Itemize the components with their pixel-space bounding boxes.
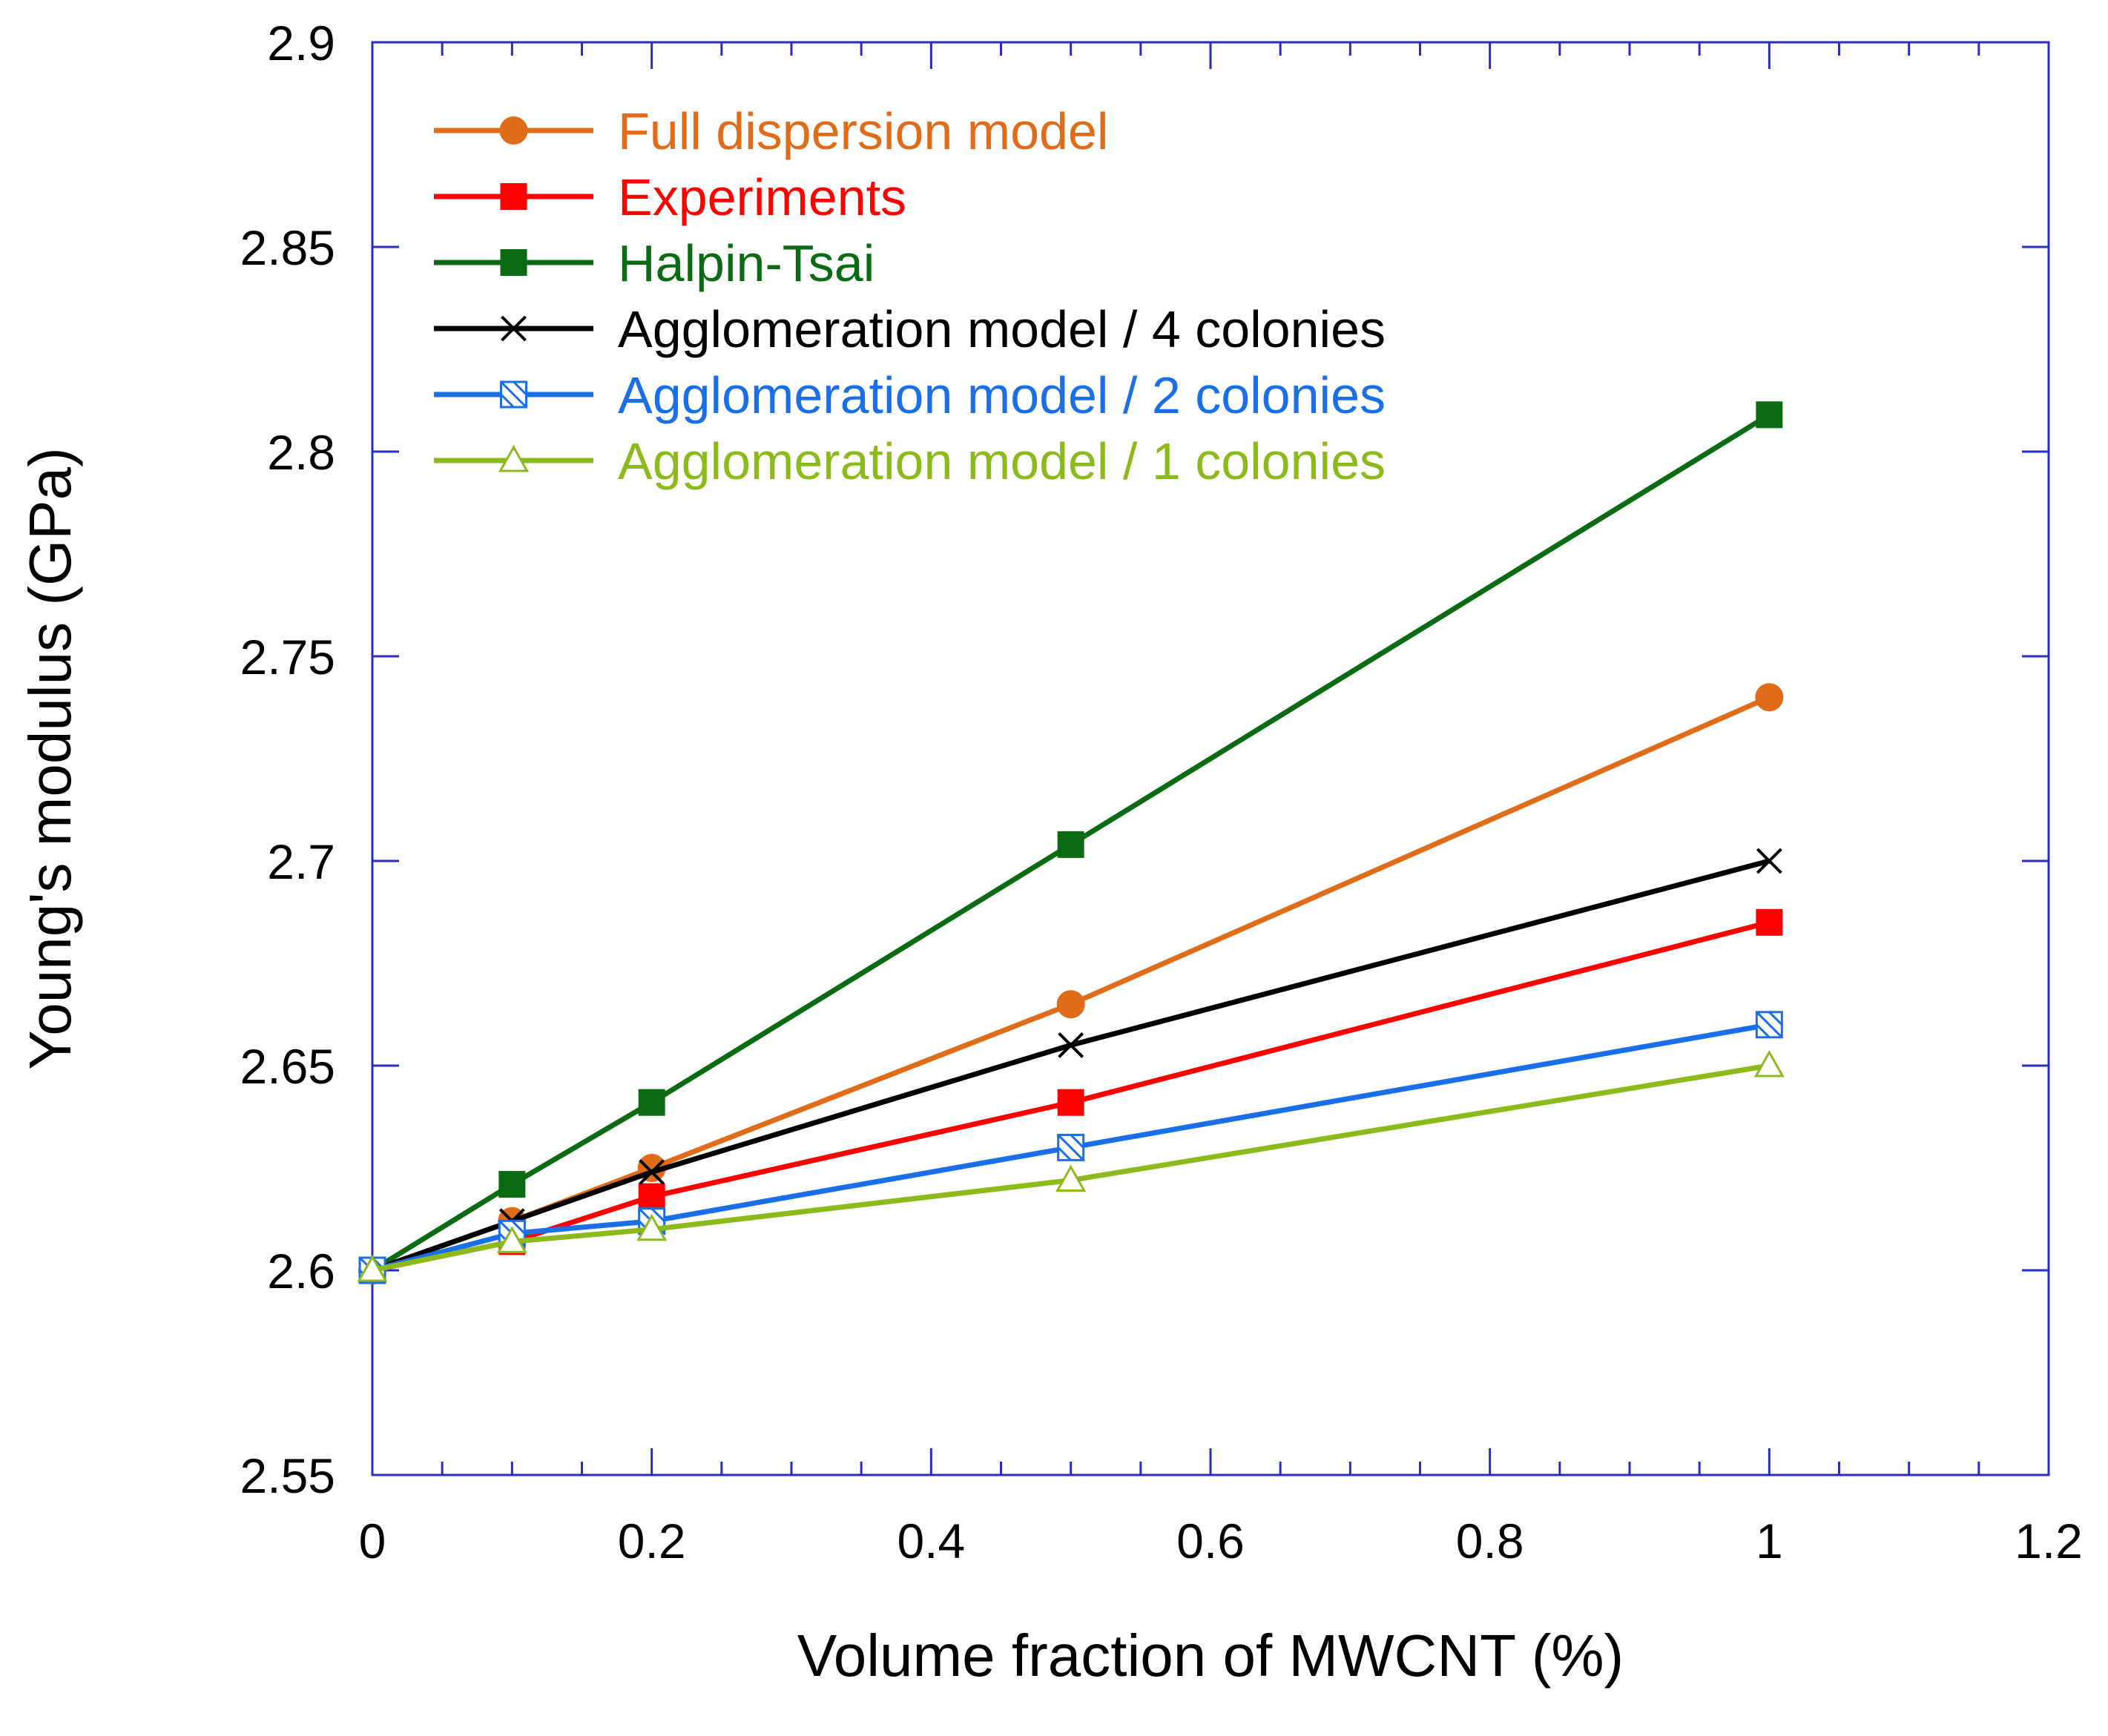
data-point: [1057, 1133, 1085, 1161]
data-point: [1756, 848, 1782, 874]
data-point: [636, 1213, 668, 1241]
x-tick-label: 0: [359, 1514, 386, 1568]
square-hatch: [1057, 1146, 1072, 1161]
y-tick-label: 2.75: [240, 630, 335, 684]
x-tick-label: 0.2: [618, 1514, 686, 1568]
data-point: [1756, 401, 1783, 429]
legend-marker: [500, 249, 527, 276]
data-point: [638, 1183, 665, 1210]
data-point: [1755, 1011, 1783, 1039]
x-tick-label: 0.8: [1456, 1514, 1524, 1568]
x-tick-label: 0.4: [897, 1514, 965, 1568]
data-point: [639, 1159, 665, 1185]
data-point: [1756, 908, 1783, 936]
legend-entry: Full dispersion model: [434, 102, 1108, 160]
square-hatch: [650, 1207, 665, 1222]
x-cross-stroke: [501, 315, 527, 342]
data-point: [1057, 831, 1084, 858]
square-hatch: [1768, 1011, 1783, 1026]
x-cross-stroke: [639, 1159, 665, 1185]
y-tick-label: 2.55: [240, 1448, 335, 1503]
legend-entry: Experiments: [434, 168, 906, 226]
square-hatch: [500, 380, 527, 409]
legend-marker: [500, 380, 527, 409]
series-5: [357, 1049, 1785, 1282]
legend-label: Full dispersion model: [618, 102, 1108, 160]
legend-marker: [499, 116, 528, 145]
legend-label: Experiments: [618, 168, 906, 226]
series-layer: [357, 401, 1785, 1284]
square-hatch: [1070, 1134, 1084, 1149]
data-point: [357, 1254, 388, 1282]
legend-entry: Halpin-Tsai: [434, 234, 875, 292]
x-cross-stroke: [1756, 848, 1782, 874]
legend-entry: Agglomeration model / 2 colonies: [434, 366, 1386, 424]
data-point: [1753, 1049, 1785, 1077]
legend-marker: [501, 315, 527, 342]
data-point: [1056, 990, 1085, 1019]
axis-ticks: [371, 41, 2050, 1476]
y-tick-label: 2.8: [267, 425, 335, 480]
y-tick-label: 2.65: [240, 1039, 335, 1094]
y-tick-label: 2.9: [267, 16, 335, 70]
legend-entry: Agglomeration model / 4 colonies: [434, 300, 1386, 358]
square-hatch: [1057, 1134, 1084, 1161]
x-cross-stroke: [1058, 1032, 1084, 1058]
tick-labels: 0 0.2 0.4 0.6 0.8 1 1.2 2.55 2.6 2.65 2.7 2.75 2.8 2.…: [240, 16, 2083, 1568]
legend-label: Agglomeration model / 1 colonies: [618, 432, 1386, 490]
legend: Full dispersion model Experiments Halpin-T…: [434, 102, 1386, 490]
legend-label: Agglomeration model / 2 colonies: [618, 366, 1386, 424]
data-point: [1755, 683, 1784, 712]
data-point: [1055, 1164, 1087, 1192]
data-point: [638, 1089, 665, 1116]
square-hatch: [1756, 1023, 1771, 1038]
square-hatch: [500, 393, 515, 409]
square-hatch: [1756, 1011, 1783, 1038]
legend-label: Halpin-Tsai: [618, 234, 875, 292]
y-tick-label: 2.7: [267, 834, 335, 889]
x-axis-title: Volume fraction of MWCNT (%): [797, 1623, 1624, 1689]
data-point: [1058, 1032, 1084, 1058]
y-axis-title: Young's modulus (GPa): [17, 447, 83, 1069]
legend-label: Agglomeration model / 4 colonies: [618, 300, 1386, 358]
y-tick-label: 2.85: [240, 220, 335, 275]
y-tick-label: 2.6: [267, 1244, 335, 1298]
legend-marker: [498, 444, 530, 472]
square-hatch: [511, 1220, 526, 1235]
data-point: [498, 1171, 526, 1198]
square-hatch: [513, 380, 527, 396]
series-2: [359, 401, 1783, 1284]
x-tick-label: 1: [1756, 1514, 1783, 1568]
data-point: [496, 1226, 527, 1253]
x-tick-label: 1.2: [2015, 1514, 2083, 1568]
legend-entry: Agglomeration model / 1 colonies: [434, 432, 1386, 490]
legend-marker: [500, 183, 527, 210]
x-tick-label: 0.6: [1176, 1514, 1245, 1568]
data-point: [1057, 1089, 1084, 1116]
